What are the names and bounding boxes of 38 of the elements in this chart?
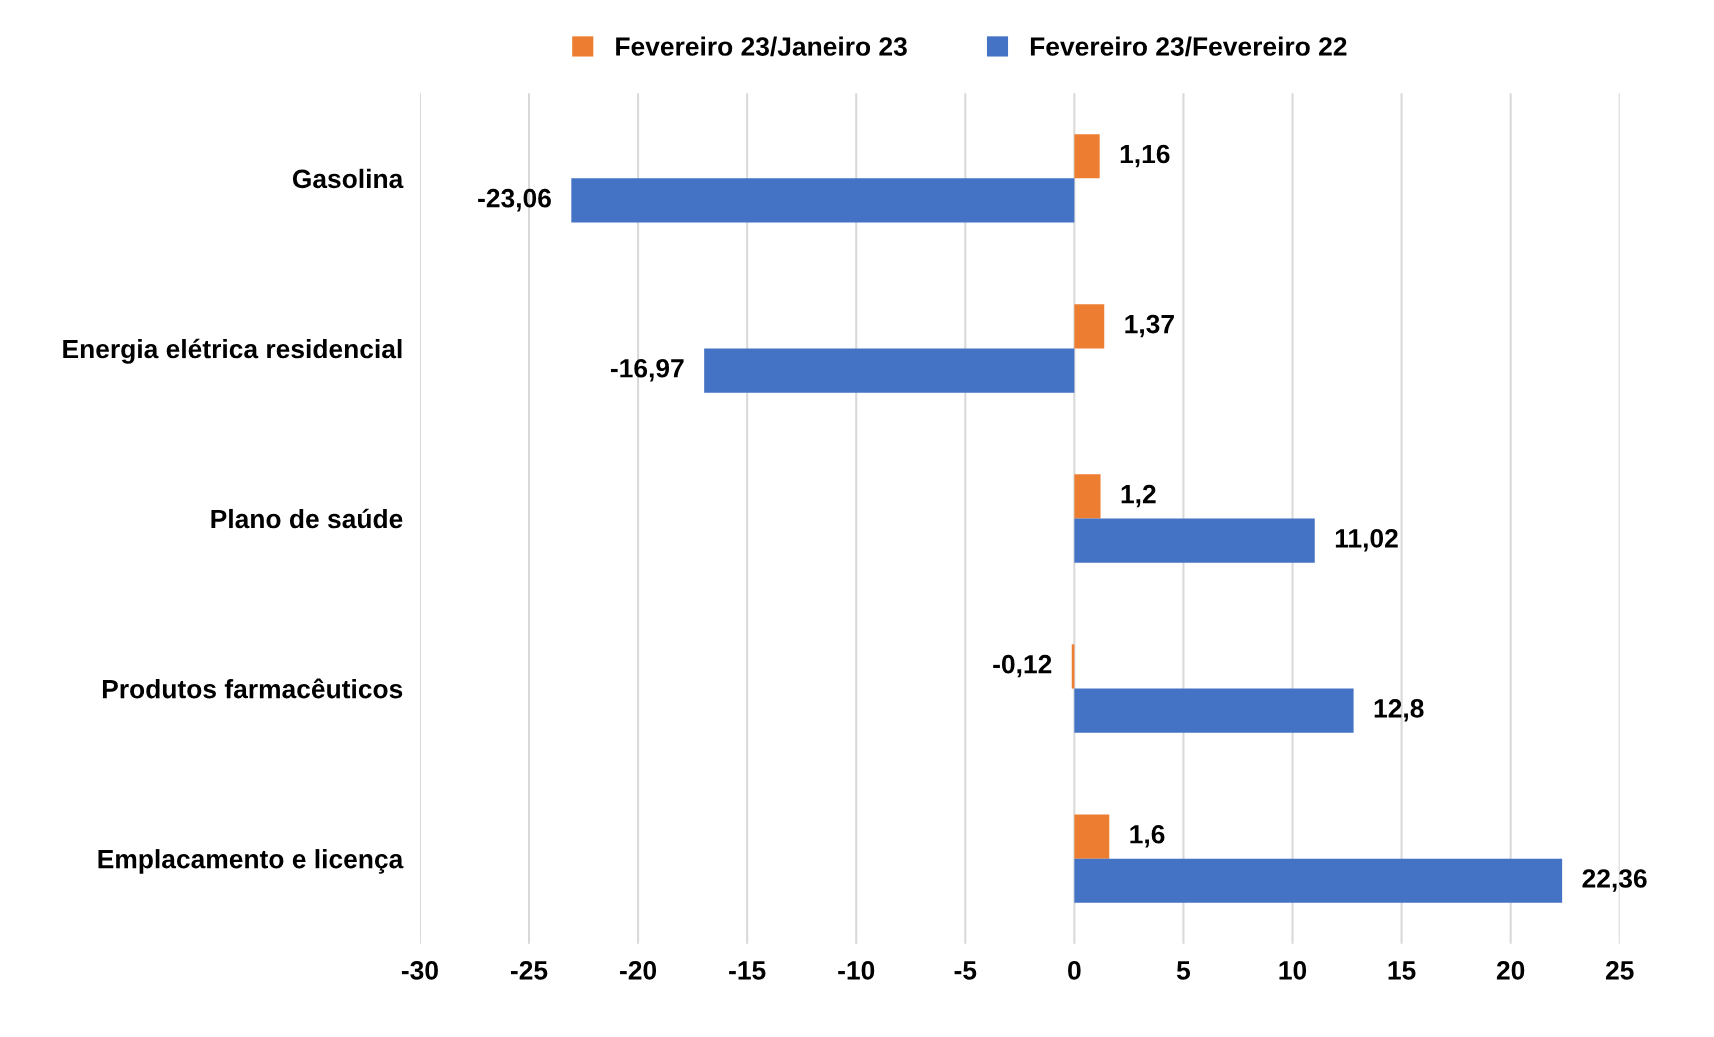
data-label: 12,8	[1374, 699, 1424, 722]
bar	[1074, 814, 1110, 859]
data-label: 22,36	[1582, 869, 1647, 892]
data-label: 1,2	[1121, 484, 1156, 508]
bar	[1074, 304, 1105, 349]
bar	[704, 348, 1075, 393]
legend-label: Fevereiro 23/Janeiro 23	[616, 36, 907, 57]
data-label: -16,97	[610, 358, 684, 382]
x-tick-label: 10	[1279, 961, 1307, 980]
x-tick-label: 20	[1496, 961, 1525, 980]
x-tick-label: 5	[1176, 961, 1191, 980]
x-tick-label: 25	[1605, 961, 1634, 980]
y-tick-label: Produtos farmacêuticos	[102, 678, 403, 699]
y-tick-label: Energia elétrica residencial	[63, 338, 402, 364]
bar	[1074, 134, 1100, 179]
data-label: -0,12	[993, 654, 1052, 678]
bar	[1074, 688, 1354, 733]
x-tick-label: -5	[954, 961, 977, 980]
bar	[1074, 858, 1563, 903]
x-tick-label: -30	[401, 961, 438, 980]
x-tick-label: -10	[838, 961, 875, 980]
x-tick-label: -15	[729, 961, 766, 980]
legend-label: Fevereiro 23/Fevereiro 22	[1030, 36, 1347, 57]
bar	[1074, 474, 1101, 519]
y-tick-label: Plano de saúde	[211, 508, 403, 529]
x-tick-label: 15	[1388, 961, 1416, 980]
bar	[1074, 518, 1315, 563]
x-tick-label: -20	[620, 961, 657, 980]
x-tick-label: 0	[1068, 961, 1081, 980]
bar	[571, 178, 1075, 223]
data-label: 1,6	[1130, 824, 1165, 848]
y-tick-label: Gasolina	[292, 168, 404, 189]
data-label: 1,37	[1125, 314, 1174, 338]
data-label: 1,16	[1120, 144, 1170, 168]
data-label: 11,02	[1335, 529, 1398, 552]
x-tick-label: -25	[510, 961, 548, 980]
y-tick-label: Emplacamento e licença	[98, 849, 404, 874]
data-label: -23,06	[478, 188, 551, 212]
